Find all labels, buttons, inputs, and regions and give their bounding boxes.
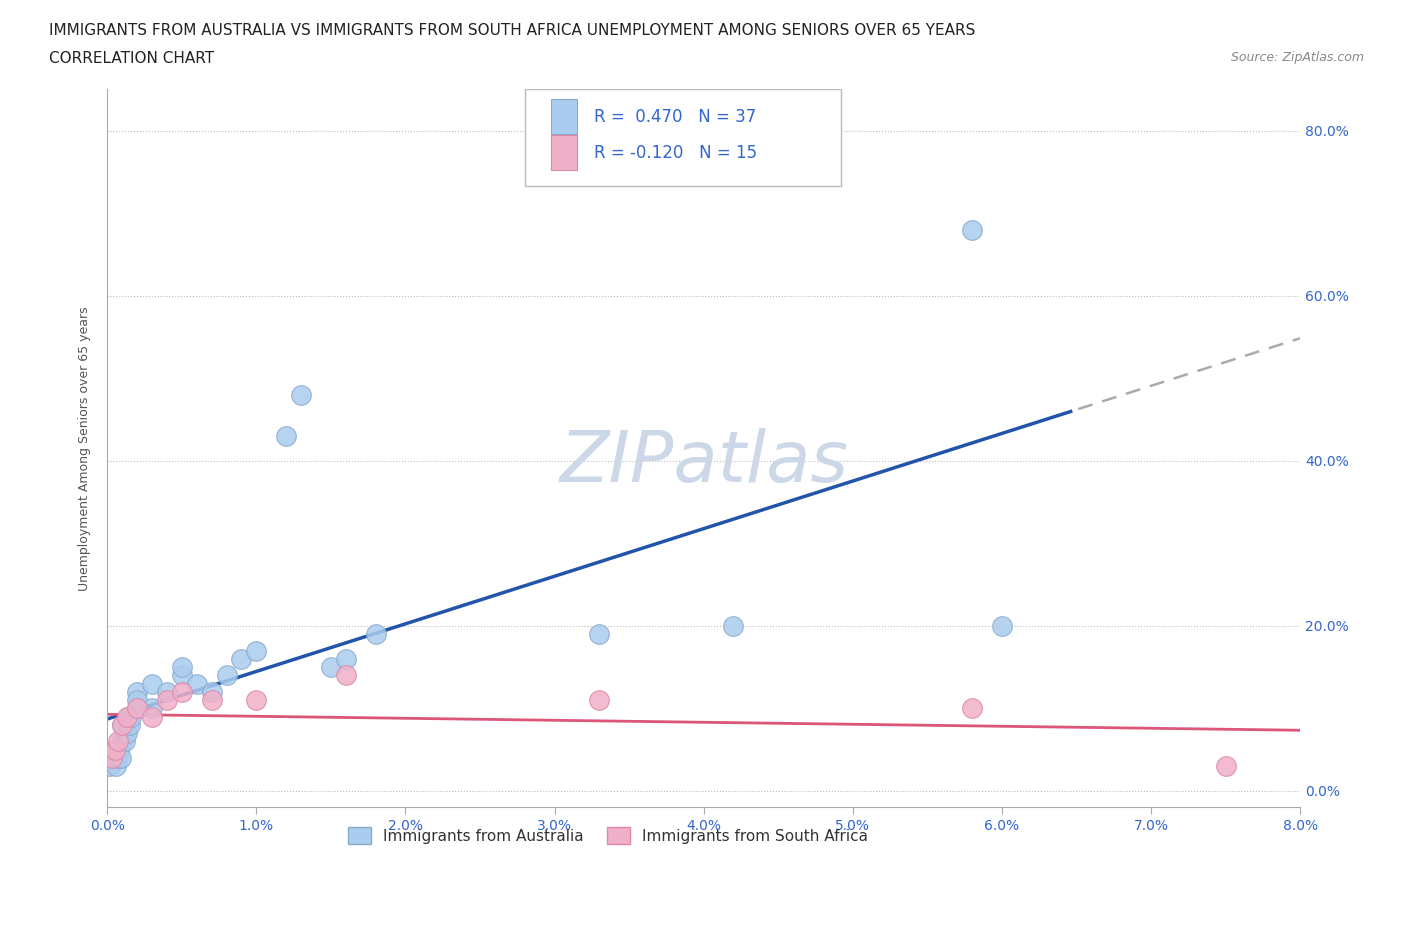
Point xyxy=(117,710,139,724)
Point xyxy=(1215,759,1237,774)
Point xyxy=(110,751,132,765)
Point xyxy=(364,627,387,642)
Point xyxy=(104,742,127,757)
Point xyxy=(156,693,179,708)
Bar xyxy=(551,136,578,170)
Point xyxy=(125,693,148,708)
Text: IMMIGRANTS FROM AUSTRALIA VS IMMIGRANTS FROM SOUTH AFRICA UNEMPLOYMENT AMONG SEN: IMMIGRANTS FROM AUSTRALIA VS IMMIGRANTS … xyxy=(49,23,976,38)
Text: R =  0.470   N = 37: R = 0.470 N = 37 xyxy=(593,108,756,126)
Y-axis label: Unemployment Among Seniors over 65 years: Unemployment Among Seniors over 65 years xyxy=(79,306,91,591)
Point xyxy=(723,618,745,633)
Point xyxy=(335,651,357,666)
Point xyxy=(104,742,127,757)
Bar xyxy=(551,100,578,134)
Point xyxy=(156,684,179,699)
Point xyxy=(245,693,267,708)
Point xyxy=(960,701,983,716)
Point xyxy=(107,751,129,765)
Point xyxy=(107,734,129,749)
Text: R = -0.120   N = 15: R = -0.120 N = 15 xyxy=(593,143,756,162)
Point xyxy=(114,734,136,749)
Point xyxy=(170,659,193,674)
Point xyxy=(98,759,121,774)
Point xyxy=(125,684,148,699)
Point xyxy=(991,618,1014,633)
Point xyxy=(335,668,357,683)
Point xyxy=(141,710,163,724)
Point xyxy=(111,717,134,732)
Point xyxy=(201,693,224,708)
Point xyxy=(111,717,134,732)
Point xyxy=(105,759,128,774)
Point xyxy=(125,701,148,716)
Point xyxy=(111,734,134,749)
Point xyxy=(186,676,208,691)
Text: ZIPatlas: ZIPatlas xyxy=(560,429,848,498)
Point xyxy=(100,751,122,765)
Legend: Immigrants from Australia, Immigrants from South Africa: Immigrants from Australia, Immigrants fr… xyxy=(342,821,875,850)
Point xyxy=(201,684,224,699)
Point xyxy=(588,693,610,708)
Point xyxy=(170,684,193,699)
Point xyxy=(103,751,125,765)
Point xyxy=(141,701,163,716)
Point xyxy=(960,222,983,237)
FancyBboxPatch shape xyxy=(524,89,841,186)
Point xyxy=(100,751,122,765)
Point xyxy=(215,668,238,683)
Point xyxy=(588,627,610,642)
Point xyxy=(290,387,312,402)
Point xyxy=(120,710,142,724)
Point xyxy=(125,701,148,716)
Point xyxy=(118,717,141,732)
Point xyxy=(115,710,138,724)
Point xyxy=(108,742,131,757)
Point xyxy=(170,668,193,683)
Point xyxy=(231,651,253,666)
Point xyxy=(245,644,267,658)
Text: Source: ZipAtlas.com: Source: ZipAtlas.com xyxy=(1230,51,1364,64)
Point xyxy=(115,725,138,740)
Point xyxy=(141,676,163,691)
Text: CORRELATION CHART: CORRELATION CHART xyxy=(49,51,214,66)
Point xyxy=(319,659,342,674)
Point xyxy=(276,429,298,444)
